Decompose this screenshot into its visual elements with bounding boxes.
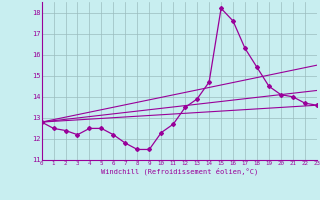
X-axis label: Windchill (Refroidissement éolien,°C): Windchill (Refroidissement éolien,°C) — [100, 168, 258, 175]
